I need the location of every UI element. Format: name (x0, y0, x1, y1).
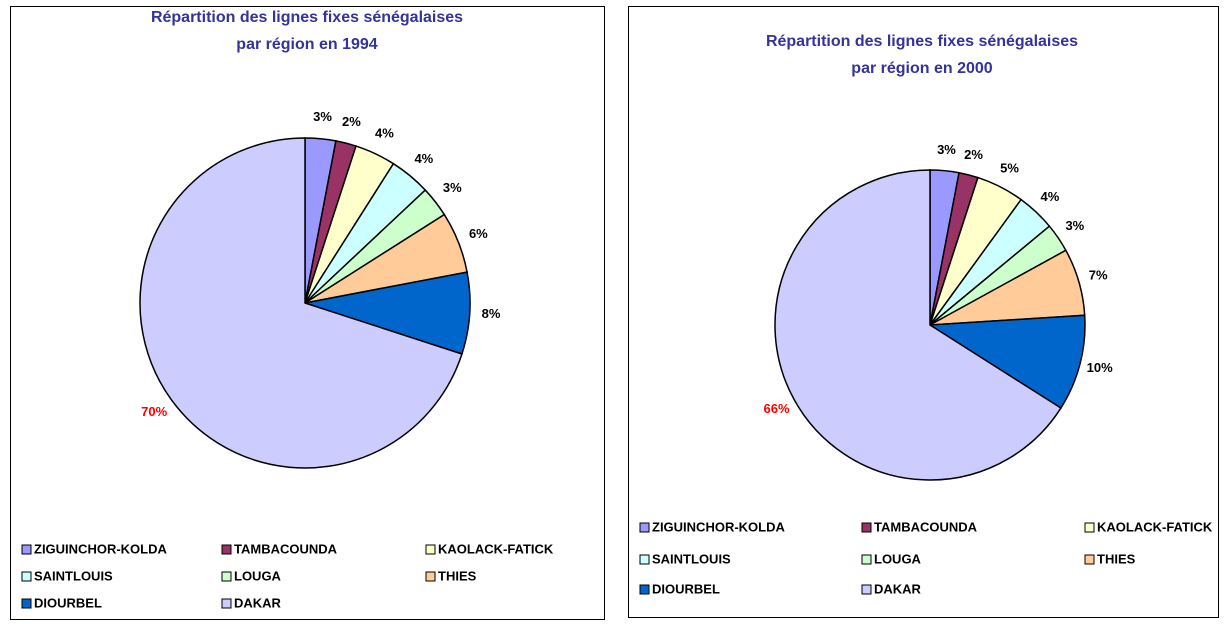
legend-label: TAMBACOUNDA (234, 541, 338, 556)
legend-label: KAOLACK-FATICK (438, 541, 554, 556)
legend-swatch (861, 584, 872, 595)
pie-slice (139, 137, 463, 469)
legend-label: LOUGA (874, 551, 922, 566)
data-label: 3% (443, 180, 462, 195)
legend-swatch (1084, 554, 1095, 565)
data-label: 3% (313, 109, 332, 124)
data-label: 6% (469, 226, 488, 241)
legend-swatch (425, 571, 436, 582)
legend-swatch (639, 554, 650, 565)
legend-swatch (221, 544, 232, 555)
legend-swatch (21, 598, 32, 609)
legend-label: LOUGA (234, 568, 282, 583)
legend-label: DIOURBEL (34, 595, 102, 610)
chart-title: Répartition des lignes fixes sénégalaise… (151, 9, 463, 26)
chart-title: par région en 2000 (851, 60, 992, 77)
data-label: 2% (964, 147, 983, 162)
data-label: 10% (1087, 360, 1113, 375)
legend-swatch (425, 544, 436, 555)
legend-label: SAINTLOUIS (34, 568, 113, 583)
data-label: 66% (763, 401, 789, 416)
pie-slice (927, 314, 1086, 410)
chart-title: Répartition des lignes fixes sénégalaise… (766, 33, 1078, 50)
legend-label: ZIGUINCHOR-KOLDA (34, 541, 167, 556)
legend-label: KAOLACK-FATICK (1097, 519, 1213, 534)
data-label: 5% (1000, 160, 1019, 175)
legend-label: DAKAR (874, 581, 922, 596)
data-label: 4% (1041, 189, 1060, 204)
data-label: 4% (414, 151, 433, 166)
legend-swatch (639, 522, 650, 533)
legend-label: DAKAR (234, 595, 282, 610)
data-label: 4% (375, 126, 394, 141)
legend-swatch (21, 544, 32, 555)
legend-label: THIES (438, 568, 477, 583)
legend-label: DIOURBEL (652, 581, 720, 596)
legend-label: THIES (1097, 551, 1136, 566)
data-label: 3% (1065, 218, 1084, 233)
legend-swatch (221, 571, 232, 582)
chart-title: par région en 1994 (236, 36, 377, 53)
legend-swatch (861, 522, 872, 533)
legend-label: TAMBACOUNDA (874, 519, 978, 534)
legend-swatch (861, 554, 872, 565)
data-label: 70% (141, 404, 167, 419)
pie-slice (774, 169, 1062, 481)
data-label: 3% (937, 142, 956, 157)
legend-swatch (21, 571, 32, 582)
legend-label: ZIGUINCHOR-KOLDA (652, 519, 785, 534)
legend-swatch (639, 584, 650, 595)
data-label: 2% (342, 114, 361, 129)
data-label: 7% (1089, 268, 1108, 283)
legend-label: SAINTLOUIS (652, 551, 731, 566)
legend-swatch (221, 598, 232, 609)
legend-swatch (1084, 522, 1095, 533)
data-label: 8% (482, 306, 501, 321)
